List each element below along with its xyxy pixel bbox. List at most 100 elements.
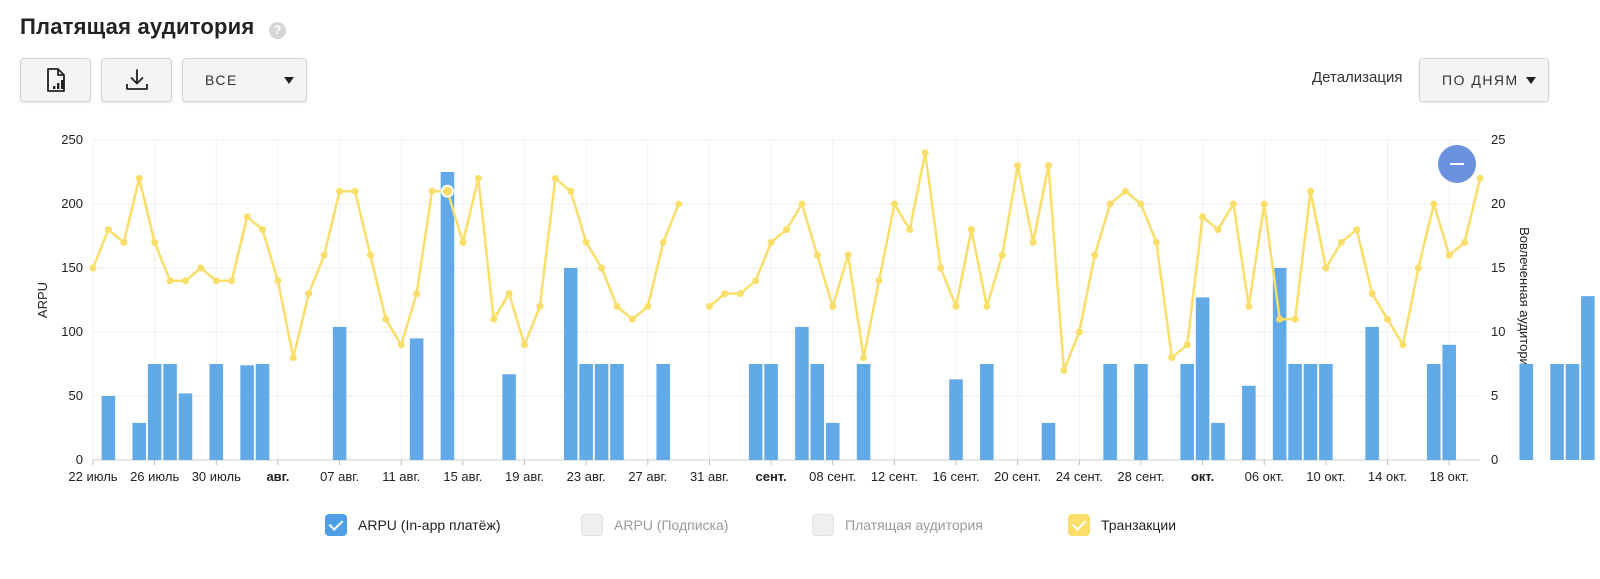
y-tick-label: 50 bbox=[69, 388, 83, 403]
x-tick-label: 16 сент. bbox=[932, 469, 979, 484]
legend-label: ARPU (In-app платёж) bbox=[358, 517, 501, 533]
line-point bbox=[875, 277, 883, 285]
bar bbox=[240, 365, 254, 460]
x-tick-label: 24 сент. bbox=[1056, 469, 1103, 484]
line-point bbox=[998, 251, 1006, 259]
line-point bbox=[613, 302, 621, 310]
line-point bbox=[536, 302, 544, 310]
line-point bbox=[906, 226, 914, 234]
line-point bbox=[336, 187, 344, 195]
line-point bbox=[243, 213, 251, 221]
line-point bbox=[829, 302, 837, 310]
bar bbox=[1211, 422, 1225, 460]
line-point bbox=[1060, 366, 1068, 374]
line-point bbox=[1183, 341, 1191, 349]
line-point bbox=[813, 251, 821, 259]
line-point bbox=[798, 200, 806, 208]
bar bbox=[1272, 268, 1287, 460]
line-point bbox=[382, 315, 390, 323]
bar bbox=[1426, 364, 1441, 460]
y-axis-title: ARPU bbox=[35, 282, 50, 318]
x-tick-label: 27 авг. bbox=[628, 469, 667, 484]
line-point bbox=[228, 277, 236, 285]
report-button[interactable] bbox=[20, 58, 91, 102]
detail-label: Детализация bbox=[1312, 69, 1403, 86]
line-point bbox=[1384, 315, 1392, 323]
bar bbox=[255, 364, 270, 460]
line-point bbox=[721, 290, 729, 298]
bar bbox=[795, 326, 809, 460]
x-tick-label: 15 авг. bbox=[443, 469, 482, 484]
detail-dropdown-value: ПО ДНЯМ bbox=[1442, 72, 1519, 88]
detail-dropdown[interactable]: ПО ДНЯМ bbox=[1419, 58, 1549, 102]
line-point bbox=[104, 226, 112, 234]
bar bbox=[1242, 385, 1256, 460]
bar bbox=[1365, 326, 1379, 460]
x-tick-label: 26 июль bbox=[130, 469, 179, 484]
line-point bbox=[1014, 162, 1022, 170]
line-point bbox=[1276, 315, 1284, 323]
line-point bbox=[1306, 187, 1314, 195]
bar bbox=[1550, 364, 1564, 460]
line-point bbox=[89, 264, 97, 272]
line-point bbox=[397, 341, 405, 349]
x-tick-label: 11 авг. bbox=[382, 469, 420, 484]
bar bbox=[1442, 344, 1456, 460]
line-point bbox=[860, 354, 868, 362]
line-point bbox=[844, 251, 852, 259]
line-point bbox=[1414, 264, 1422, 272]
bar bbox=[856, 364, 871, 460]
line-point bbox=[274, 277, 282, 285]
help-icon[interactable]: ? bbox=[269, 22, 286, 39]
line-point bbox=[1029, 238, 1037, 246]
bar bbox=[1319, 364, 1333, 460]
minus-icon bbox=[1450, 163, 1464, 165]
line-point bbox=[505, 290, 513, 298]
x-tick-label: 28 сент. bbox=[1117, 469, 1164, 484]
line-point bbox=[1075, 328, 1083, 336]
bar bbox=[825, 422, 840, 460]
y2-axis-title: Вовлеченная аудитория bbox=[1517, 227, 1532, 373]
bar bbox=[178, 393, 193, 460]
download-button[interactable] bbox=[101, 58, 172, 102]
legend-checkbox[interactable] bbox=[1068, 514, 1090, 536]
line-point bbox=[1399, 341, 1407, 349]
line-point bbox=[705, 302, 713, 310]
x-tick-label: 07 авг. bbox=[320, 469, 359, 484]
line-point bbox=[1152, 238, 1160, 246]
legend-checkbox[interactable] bbox=[581, 514, 603, 536]
filter-dropdown[interactable]: ВСЕ bbox=[182, 58, 307, 102]
line-point bbox=[582, 238, 590, 246]
x-tick-label: 31 авг. bbox=[690, 469, 729, 484]
bar bbox=[209, 364, 224, 460]
legend-checkbox[interactable] bbox=[325, 514, 347, 536]
y2-tick-label: 5 bbox=[1491, 388, 1498, 403]
line-point bbox=[767, 238, 775, 246]
line-point bbox=[474, 174, 482, 182]
line-point bbox=[1322, 264, 1330, 272]
x-tick-label: окт. bbox=[1191, 469, 1214, 484]
bar bbox=[656, 364, 670, 460]
bar bbox=[1303, 364, 1318, 460]
line-point bbox=[1091, 251, 1099, 259]
legend-label: Платящая аудитория bbox=[845, 517, 983, 533]
bar bbox=[1581, 296, 1595, 460]
line-point bbox=[1229, 200, 1237, 208]
bar bbox=[502, 374, 516, 460]
line-point bbox=[659, 238, 667, 246]
line-point bbox=[135, 174, 143, 182]
x-tick-label: 10 окт. bbox=[1306, 469, 1345, 484]
file-chart-icon bbox=[46, 68, 65, 92]
x-tick-label: 08 сент. bbox=[809, 469, 856, 484]
line-point bbox=[567, 187, 575, 195]
x-tick-label: 20 сент. bbox=[994, 469, 1041, 484]
y2-tick-label: 15 bbox=[1491, 260, 1505, 275]
legend-checkbox[interactable] bbox=[812, 514, 834, 536]
y-tick-label: 100 bbox=[61, 324, 83, 339]
bar bbox=[132, 422, 147, 460]
line-point bbox=[644, 302, 652, 310]
zoom-reset-button[interactable] bbox=[1438, 145, 1476, 183]
line-point bbox=[1044, 162, 1052, 170]
line-point bbox=[937, 264, 945, 272]
x-tick-label: 18 окт. bbox=[1430, 469, 1469, 484]
